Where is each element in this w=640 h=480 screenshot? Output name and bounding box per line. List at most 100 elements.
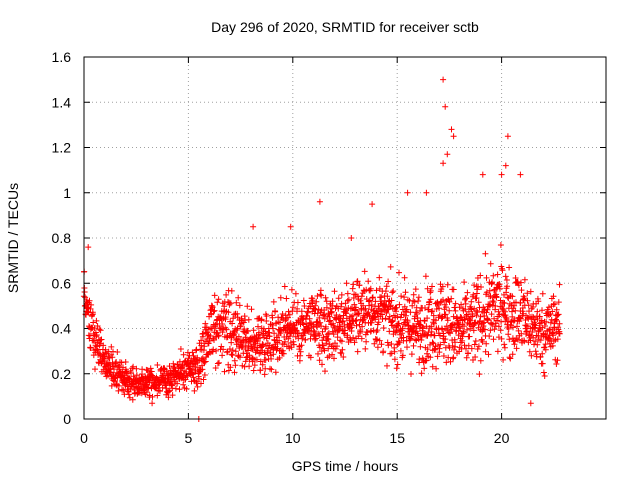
data-point — [81, 289, 88, 295]
data-point — [470, 291, 477, 298]
data-point — [494, 348, 501, 355]
data-point — [555, 299, 562, 306]
data-point — [100, 342, 107, 349]
y-tick-label: 0.8 — [52, 230, 72, 246]
data-point — [183, 385, 190, 392]
data-point — [250, 223, 257, 230]
data-point — [214, 299, 221, 306]
data-point — [422, 273, 429, 280]
data-point — [229, 320, 236, 327]
data-point — [415, 294, 422, 301]
data-point — [251, 362, 258, 369]
data-point — [446, 307, 453, 314]
data-point — [518, 279, 524, 286]
data-point — [550, 332, 557, 339]
data-point — [232, 362, 239, 369]
data-point — [268, 366, 275, 373]
data-point — [472, 354, 479, 360]
data-point — [130, 373, 137, 380]
data-point — [440, 296, 446, 303]
data-point — [396, 269, 402, 276]
data-point — [428, 308, 435, 315]
data-point — [415, 336, 422, 343]
data-point — [357, 297, 364, 304]
data-point — [369, 201, 376, 208]
data-point — [389, 289, 396, 296]
y-tick-label: 0.4 — [52, 321, 72, 337]
data-point — [228, 339, 235, 346]
data-point — [499, 305, 506, 312]
data-point — [231, 369, 238, 376]
data-point — [190, 374, 197, 381]
data-point — [484, 317, 491, 324]
data-point — [532, 348, 539, 355]
data-point — [428, 323, 435, 330]
data-point — [339, 346, 346, 353]
data-point — [450, 133, 457, 140]
data-point — [404, 344, 410, 351]
data-point — [349, 312, 356, 319]
data-point — [397, 347, 404, 354]
data-point — [199, 366, 206, 373]
data-point — [504, 283, 511, 290]
data-point — [297, 348, 304, 355]
data-point — [507, 355, 514, 362]
data-point — [316, 357, 323, 364]
data-point — [437, 341, 444, 348]
y-tick-label: 1.6 — [52, 49, 72, 65]
data-point — [441, 339, 448, 346]
data-point — [87, 305, 94, 312]
data-point — [428, 331, 434, 338]
data-point — [326, 313, 333, 320]
data-point — [543, 319, 550, 325]
data-point — [198, 380, 204, 387]
data-point — [423, 357, 430, 364]
data-point — [424, 346, 431, 353]
data-point — [531, 319, 538, 326]
data-point — [408, 351, 415, 358]
data-point — [555, 311, 562, 318]
data-point — [383, 310, 390, 316]
data-point — [119, 386, 125, 393]
data-point — [85, 244, 92, 251]
data-point — [501, 300, 508, 307]
data-point — [165, 394, 172, 401]
data-point — [94, 323, 101, 329]
data-point — [312, 335, 319, 342]
data-point — [436, 345, 443, 352]
data-point — [292, 327, 299, 334]
data-point — [361, 268, 368, 275]
data-point — [287, 223, 294, 230]
data-point — [356, 282, 363, 289]
data-point — [108, 343, 115, 350]
data-point — [322, 368, 328, 375]
data-point — [472, 319, 479, 326]
data-point — [403, 306, 410, 313]
data-point — [556, 330, 563, 337]
data-point — [147, 365, 154, 372]
data-point — [215, 332, 222, 339]
data-point — [292, 290, 299, 297]
data-point — [492, 303, 499, 309]
data-point — [209, 304, 216, 311]
data-point — [337, 315, 344, 322]
data-point — [267, 365, 273, 372]
data-point — [92, 366, 98, 373]
data-point — [440, 160, 447, 167]
data-point — [434, 353, 441, 360]
data-point — [387, 302, 394, 309]
data-point — [386, 316, 392, 323]
data-point — [525, 302, 532, 309]
data-point — [281, 283, 288, 290]
data-point — [349, 285, 356, 292]
data-point — [260, 341, 267, 348]
data-point — [145, 384, 152, 391]
data-point — [420, 325, 426, 332]
data-point — [450, 354, 457, 361]
data-point — [146, 392, 153, 399]
data-point — [538, 317, 545, 324]
data-point — [352, 304, 359, 311]
data-point — [397, 314, 404, 321]
data-point — [244, 328, 251, 335]
data-point — [539, 290, 546, 297]
